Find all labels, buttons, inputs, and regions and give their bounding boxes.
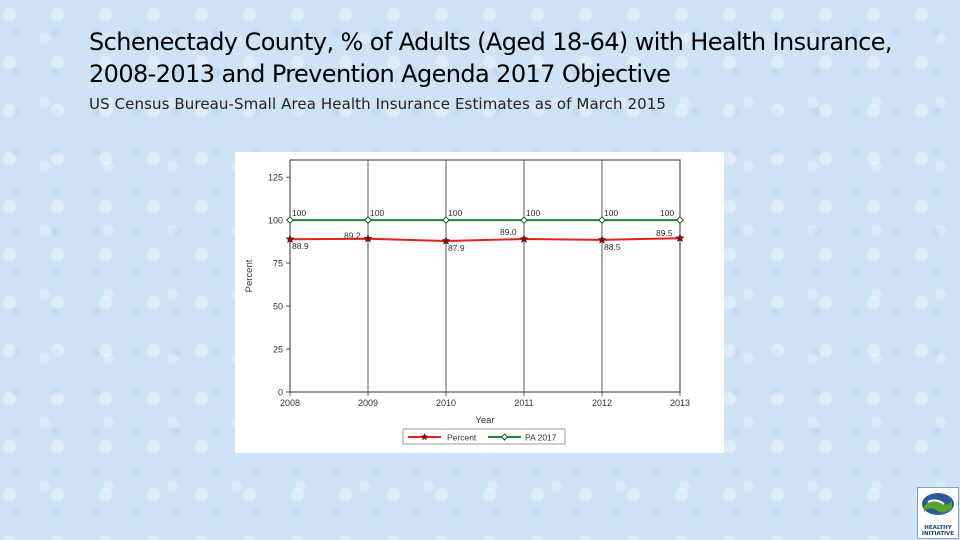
legend-marker-pa2017 [500,433,509,441]
data-point-percent [363,233,373,243]
x-axis-title: Year [475,415,494,426]
data-label-pa2017: 100 [292,208,306,218]
x-tick-label: 2011 [514,398,533,408]
chart-panel: 0 25 50 75 100 125 2008 2009 2010 2011 2012 2013 Yea… [235,152,724,453]
y-tick-label: 25 [273,345,283,355]
x-tick-label: 2013 [670,398,690,408]
data-label-percent: 89.0 [500,227,517,237]
legend-label-percent: Percent [447,433,477,443]
y-tick-label: 0 [278,388,283,398]
data-point-pa2017 [676,216,684,225]
data-point-pa2017 [286,216,294,225]
slide-title: Schenectady County, % of Adults (Aged 18… [89,28,892,88]
data-point-percent [519,234,529,243]
data-point-percent [441,236,451,245]
data-label-pa2017: 100 [370,208,384,218]
y-tick-label: 75 [273,259,283,269]
legend-label-pa2017: PA 2017 [525,433,557,443]
y-tick-label: 125 [268,173,283,183]
slide-subtitle: US Census Bureau-Small Area Health Insur… [89,95,667,113]
data-label-percent: 87.9 [448,243,465,253]
data-label-percent: 88.9 [292,241,309,251]
healthy-initiative-logo: HEALTHY INITIATIVE [917,487,959,539]
legend-marker-percent [420,433,429,441]
data-point-percent [675,233,685,243]
data-point-pa2017 [442,216,450,225]
plot-area [289,159,681,393]
data-label-percent: 89.5 [656,228,673,238]
logo-line1: HEALTHY [924,525,952,531]
data-label-pa2017: 100 [660,208,674,218]
y-tick-label: 100 [268,216,283,226]
logo-line2: INITIATIVE [921,531,955,537]
x-tick-label: 2012 [592,398,612,408]
line-chart: 0 25 50 75 100 125 2008 2009 2010 2011 2012 2013 Yea… [244,159,690,445]
y-tick-label: 50 [273,302,283,312]
data-label-pa2017: 100 [604,208,618,218]
data-label-pa2017: 100 [526,208,540,218]
data-point-pa2017 [598,216,606,225]
data-label-percent: 88.5 [604,242,621,252]
data-point-pa2017 [520,216,528,225]
x-tick-label: 2009 [358,398,378,408]
y-axis-title: Percent [244,259,255,292]
x-tick-label: 2010 [436,398,456,408]
data-label-pa2017: 100 [448,208,462,218]
series-line-percent [289,237,681,242]
data-point-pa2017 [364,216,372,225]
legend-box [402,428,566,445]
logo-text: HEALTHY INITIATIVE [918,525,958,537]
handshake-icon [922,493,954,515]
data-point-percent [597,235,607,244]
data-point-percent [285,234,295,244]
data-label-percent: 89.2 [344,231,361,241]
x-tick-label: 2008 [280,398,300,408]
